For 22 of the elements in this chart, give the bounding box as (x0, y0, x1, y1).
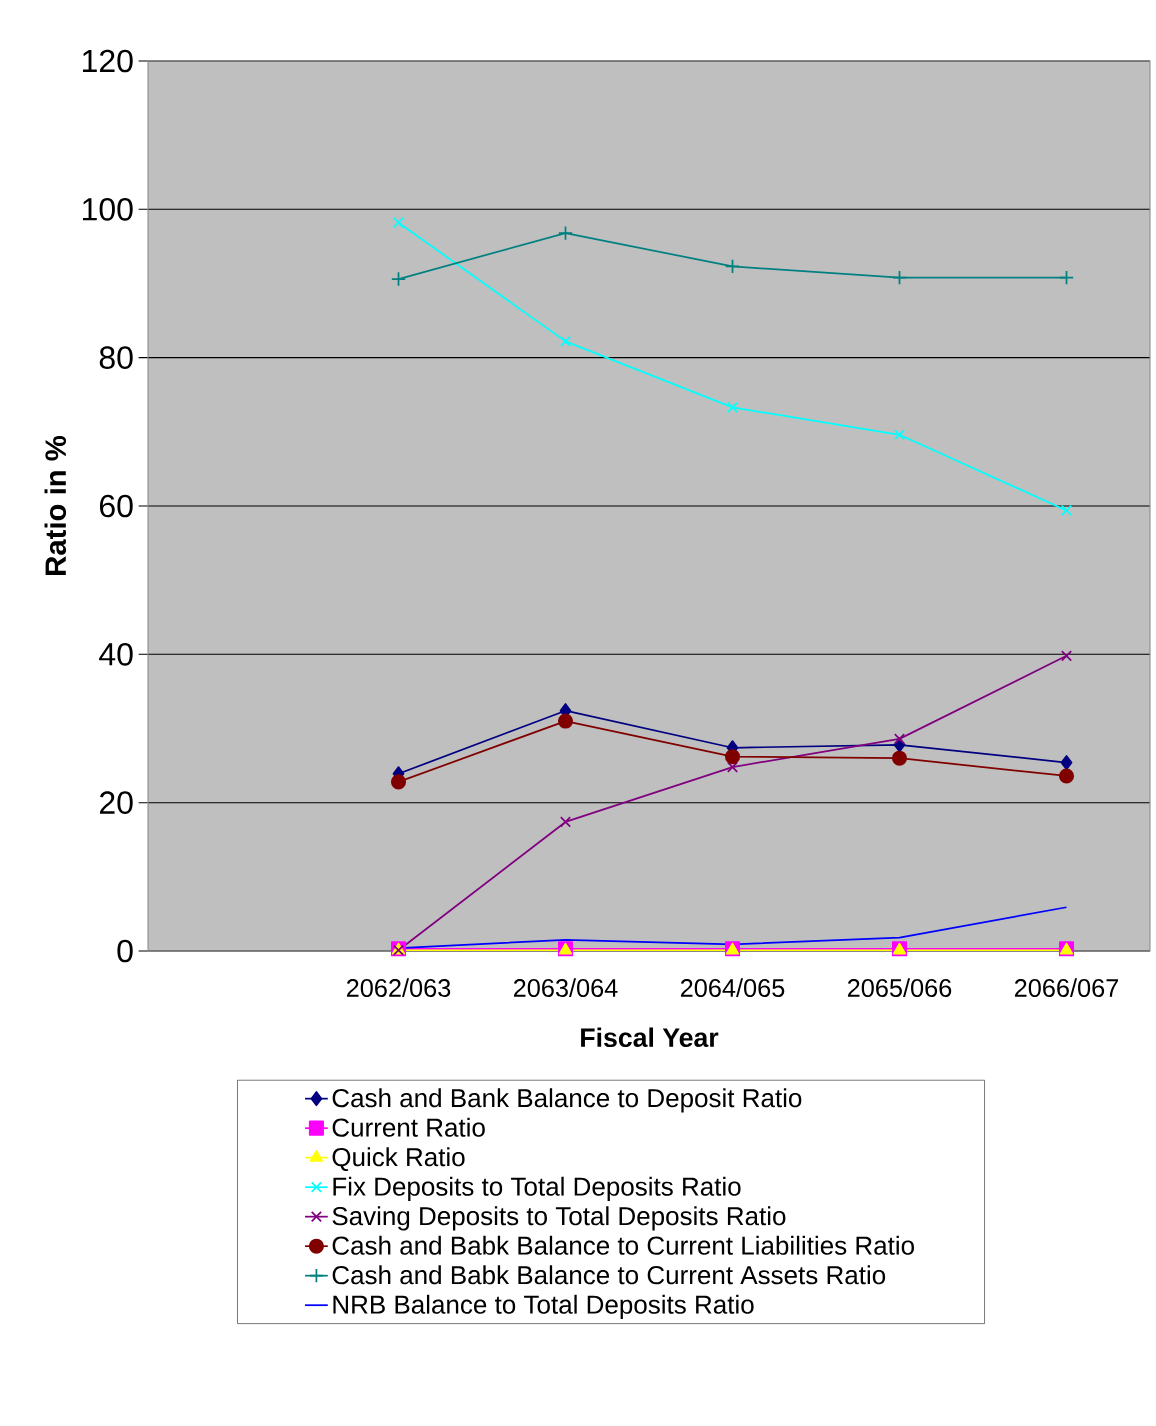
legend-label: Cash and Babk Balance to Current Assets Ratio (332, 1265, 886, 1285)
x-tick-label: 2065/066 (847, 978, 952, 997)
legend-label: Cash and Babk Balance to Current Liabilities Ratio (332, 1235, 914, 1255)
y-tick-label: 60 (99, 494, 133, 518)
y-tick-label: 100 (83, 198, 133, 221)
x-tick-label: 2063/064 (513, 978, 618, 997)
legend-label: Cash and Bank Balance to Deposit Ratio (332, 1088, 802, 1113)
y-tick-label: 80 (99, 346, 133, 369)
y-tick-label: 40 (99, 643, 133, 666)
y-tick-label: 20 (99, 791, 133, 814)
legend-label: Fix Deposits to Total Deposits Ratio (333, 1176, 741, 1201)
x-tick-label: 2062/063 (346, 978, 451, 997)
x-tick-label: 2064/065 (680, 978, 785, 997)
y-tick-label: 120 (83, 49, 133, 73)
x-axis-title: Fiscal Year (581, 1027, 719, 1048)
legend-label: Quick Ratio (332, 1147, 465, 1171)
legend-label: Current Ratio (332, 1117, 485, 1137)
legend-label: Saving Deposits to Total Deposits Ratio (332, 1206, 786, 1231)
x-tick-label: 2066/067 (1014, 978, 1119, 997)
legend-label: NRB Balance to Total Deposits Ratio (333, 1294, 754, 1320)
y-axis-title: Ratio in % (44, 435, 67, 575)
y-tick-label: 0 (117, 939, 133, 963)
